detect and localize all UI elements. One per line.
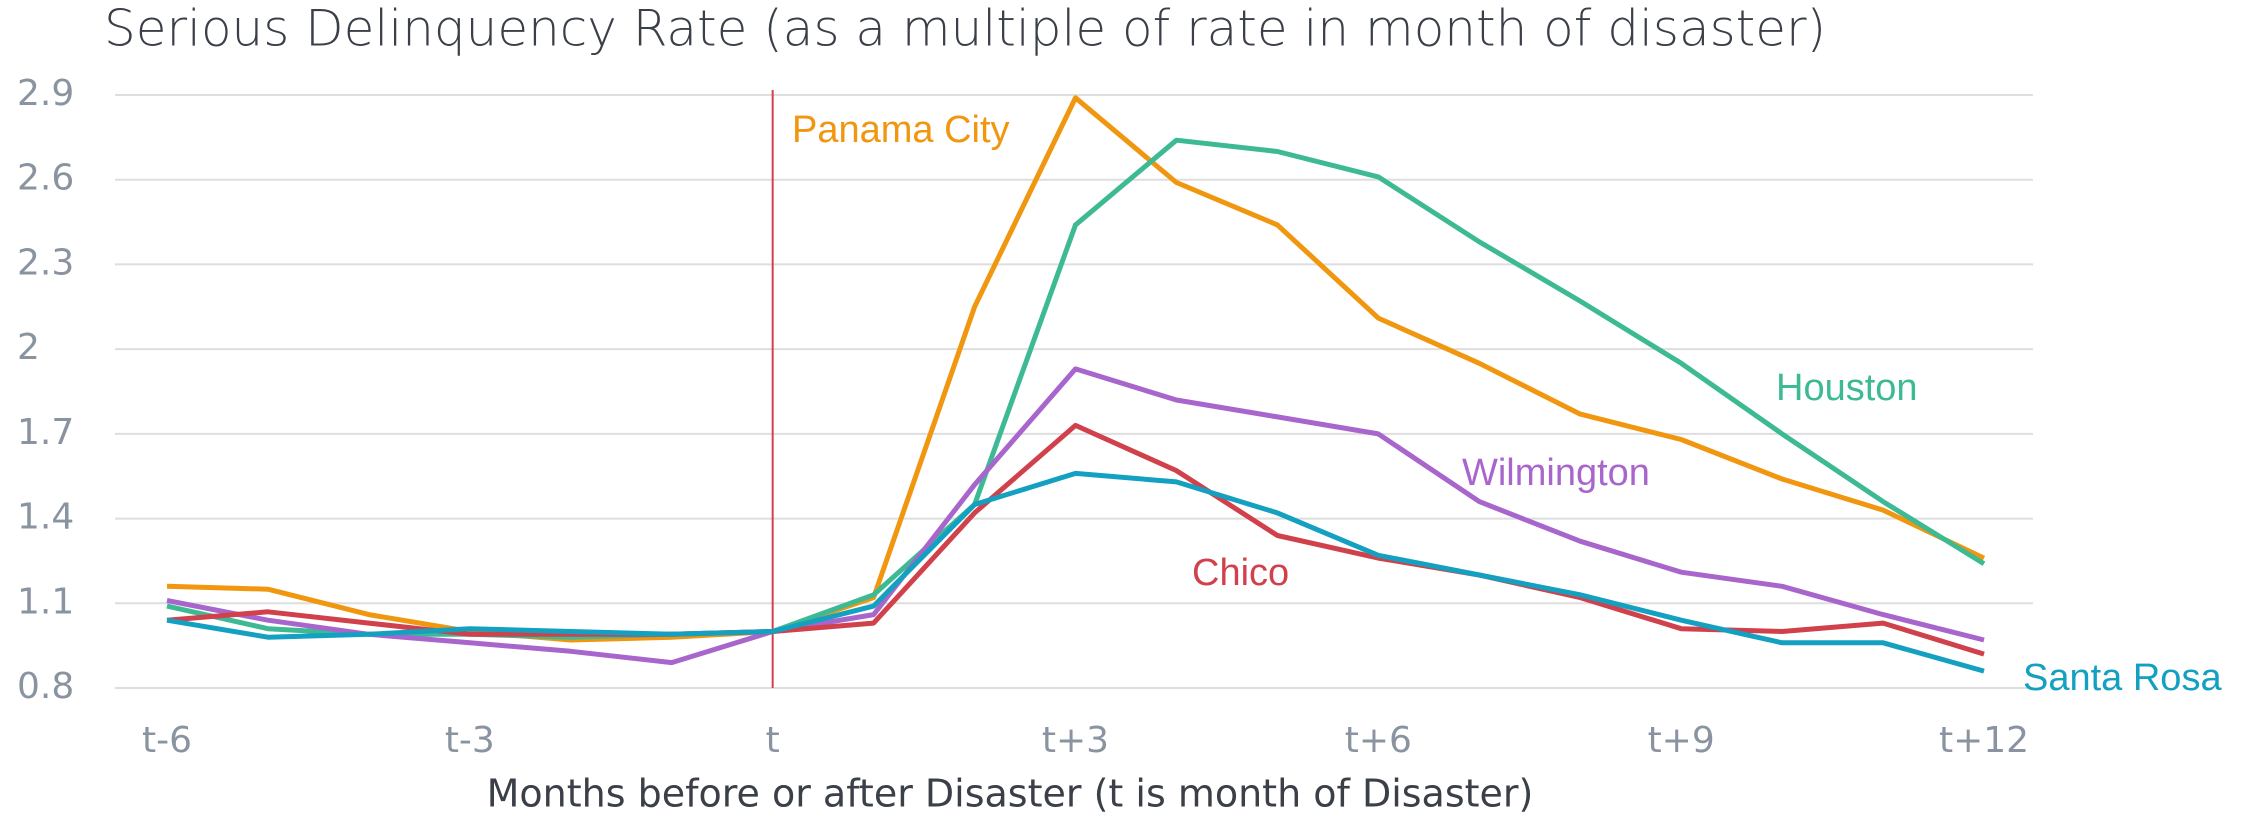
- series-line: [166, 95, 1986, 643]
- x-tick-label: t+6: [1345, 720, 1412, 761]
- y-tick-label: 1.7: [17, 412, 74, 453]
- series-label: Houston: [1776, 367, 1918, 409]
- x-tick-label: t-6: [142, 720, 192, 761]
- y-tick-label: 1.1: [17, 581, 74, 622]
- y-tick-label: 2.9: [17, 73, 74, 114]
- y-tick-label: 2.6: [17, 158, 74, 199]
- series-line: [166, 422, 1985, 657]
- series-line: [166, 470, 1985, 674]
- x-tick-label: t-3: [445, 720, 495, 761]
- series-line: [166, 366, 1985, 666]
- y-tick-label: 2: [17, 327, 40, 368]
- series-label: Panama City: [792, 109, 1010, 151]
- x-tick-label: t+12: [1939, 720, 2029, 761]
- x-tick-label: t: [766, 720, 780, 761]
- x-tick-label: t+3: [1042, 720, 1109, 761]
- series-label: Wilmington: [1462, 452, 1650, 494]
- series-label: Santa Rosa: [2023, 657, 2222, 699]
- x-axis-label: Months before or after Disaster (t is mo…: [487, 772, 1534, 816]
- x-tick-label: t+9: [1648, 720, 1715, 761]
- y-tick-label: 2.3: [17, 242, 74, 283]
- series-line: [166, 137, 1986, 640]
- y-tick-label: 1.4: [17, 497, 74, 538]
- series-label: Chico: [1192, 552, 1289, 594]
- chart-title: Serious Delinquency Rate (as a multiple …: [104, 0, 1826, 58]
- y-tick-label: 0.8: [17, 666, 74, 707]
